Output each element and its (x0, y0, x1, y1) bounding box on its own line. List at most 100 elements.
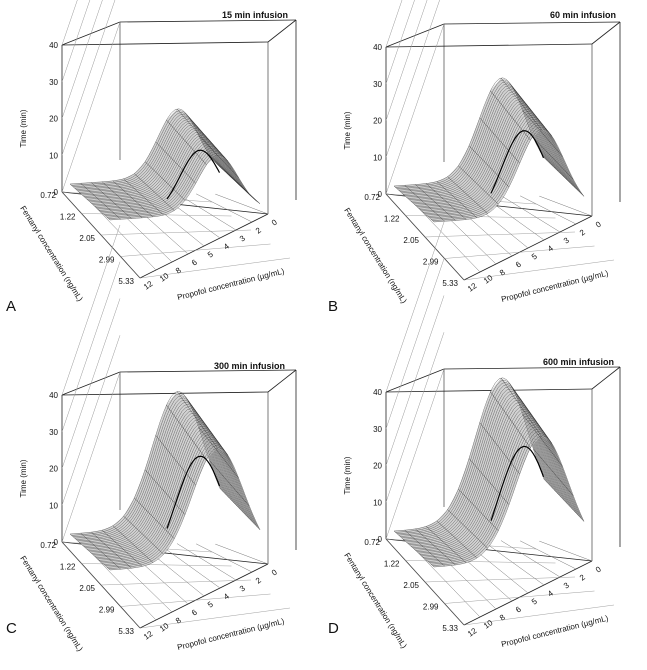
floor-gridline (157, 543, 221, 589)
z-gridline (385, 23, 445, 195)
propofol-tick-label: 3 (238, 583, 247, 593)
surface-gridline (219, 488, 261, 530)
z-gridline (385, 0, 415, 84)
propofol-tick-label: 8 (498, 612, 507, 622)
surface-mesh (69, 108, 261, 221)
surface-gridline (404, 185, 445, 222)
surface-gridline (102, 529, 143, 567)
floor-gridline (120, 243, 271, 257)
surface-gridline (80, 183, 121, 220)
surface-gridline (458, 165, 499, 205)
surface-gridline (112, 525, 153, 563)
surface-gridline (187, 400, 229, 456)
z-gridline (385, 295, 445, 466)
floor-gridline (176, 193, 237, 231)
box-edge (591, 21, 621, 45)
surface-gridline (209, 460, 250, 507)
surface-gridline (447, 509, 488, 549)
surface-gridline (533, 448, 574, 496)
surface-gridline (69, 391, 221, 535)
surface-gridline (144, 469, 186, 515)
surface-gridline (436, 181, 477, 218)
surface-gridline (123, 178, 164, 216)
z-gridline (385, 221, 445, 393)
z-tick-label: 0 (378, 190, 383, 199)
panel-b: 0 10 20 30 40 12 10 8 6 5 4 3 2 0 0.72 1.22 2.05 2.99 5.33… (324, 0, 647, 335)
surface-gridline (468, 458, 510, 505)
surface-gridline (522, 110, 563, 157)
z-tick-label: 10 (49, 501, 58, 510)
surface-gridline (404, 529, 445, 567)
fentanyl-tick-label: 0.72 (364, 193, 380, 202)
z-tick-label: 0 (54, 538, 59, 547)
contour-line (166, 149, 221, 200)
surface-gridline (109, 447, 261, 571)
fentanyl-tick-label: 0.72 (40, 191, 56, 200)
surface-gridline (69, 533, 111, 571)
surface-gridline (511, 86, 553, 137)
fentanyl-tick-label: 5.33 (442, 624, 458, 633)
surface-gridline (426, 526, 467, 563)
propofol-tick-label: 6 (514, 259, 523, 269)
floor-gridline (139, 257, 291, 279)
contour-line (166, 455, 221, 529)
surface-gridline (522, 414, 563, 467)
z-tick-label: 10 (373, 498, 382, 507)
surface-gridline (198, 427, 239, 479)
propofol-tick-label: 8 (174, 265, 183, 275)
z-tick-label: 40 (373, 43, 382, 52)
floor-gridline (539, 195, 593, 217)
z-gridline (61, 21, 121, 193)
z-gridline (61, 0, 116, 156)
panel-letter: B (328, 298, 339, 315)
z-gridline (61, 335, 121, 506)
surface-chart-c: 010203040121086543200.721.222.052.995.33… (18, 224, 297, 653)
surface-gridline (500, 77, 542, 130)
z-axis-label: Time (min) (19, 109, 28, 147)
propofol-tick-label: 10 (158, 621, 171, 634)
box-edge (591, 366, 621, 390)
z-gridline (385, 0, 428, 121)
floor-gridline (444, 590, 595, 604)
floor-gridline (520, 195, 577, 225)
z-tick-label: 40 (373, 388, 382, 397)
box-edge (119, 369, 297, 373)
z-tick-label: 10 (49, 151, 58, 160)
contour-line (490, 130, 545, 194)
surface-gridline (490, 90, 531, 141)
surface-gridline (543, 479, 585, 522)
propofol-tick-label: 8 (498, 267, 507, 277)
floor-gridline (120, 593, 271, 607)
propofol-tick-label: 5 (530, 251, 539, 261)
propofol-tick-label: 6 (190, 257, 199, 267)
surface-gridline (91, 531, 132, 569)
surface-gridline (155, 435, 196, 486)
surface-gridline (91, 182, 132, 219)
propofol-tick-label: 0 (270, 567, 279, 577)
z-axis-label: Time (min) (343, 111, 352, 149)
propofol-tick-label: 5 (206, 599, 215, 609)
surface-gridline (468, 145, 510, 188)
panel-d: 0 10 20 30 40 12 10 8 6 5 4 3 2 0 0.72 1.22 2.05 2.99 5.33… (324, 221, 647, 670)
propofol-tick-label: 0 (270, 217, 279, 227)
z-gridline (385, 0, 440, 158)
surface-mesh (393, 377, 585, 568)
surface-gridline (415, 184, 456, 221)
z-tick-label: 20 (373, 117, 382, 126)
panel-title: 15 min infusion (222, 10, 289, 20)
box-edge (385, 43, 593, 48)
floor-gridline (215, 193, 269, 215)
z-tick-label: 40 (49, 391, 58, 400)
floor-gridline (463, 604, 615, 626)
propofol-tick-label: 3 (562, 580, 571, 590)
propofol-tick-label: 4 (546, 588, 555, 598)
fentanyl-tick-label: 5.33 (118, 627, 134, 636)
propofol-tick-label: 10 (482, 618, 495, 631)
propofol-tick-label: 3 (562, 235, 571, 245)
floor-gridline (100, 579, 252, 586)
box-edge (267, 19, 297, 43)
box-edge (443, 366, 621, 370)
surface-gridline (134, 497, 175, 539)
surface-gridline (112, 180, 153, 218)
